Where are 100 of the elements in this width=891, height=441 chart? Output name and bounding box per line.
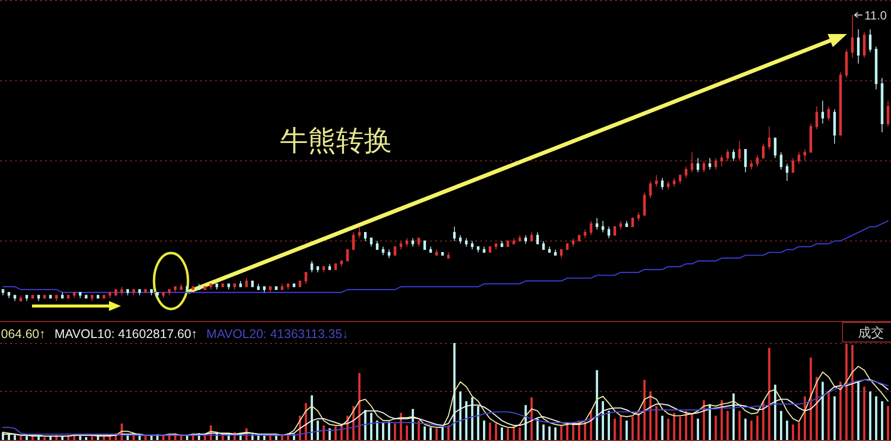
candlestick — [696, 158, 700, 173]
bar — [780, 410, 782, 440]
candlestick — [120, 286, 124, 296]
candlestick — [798, 152, 800, 164]
candlestick — [542, 240, 545, 250]
candlestick — [738, 140, 741, 162]
candlestick — [180, 283, 182, 290]
candlestick — [346, 249, 349, 262]
candlestick — [750, 160, 753, 170]
candlestick — [815, 106, 818, 130]
candlestick — [470, 240, 474, 250]
text: 成交 — [858, 325, 884, 340]
candlestick — [459, 234, 462, 244]
candlestick — [554, 249, 557, 256]
candlestick — [655, 174, 658, 187]
candlestick — [702, 160, 706, 173]
bar — [857, 382, 860, 440]
bar — [792, 424, 794, 440]
candlestick — [114, 289, 118, 296]
candlestick — [874, 46, 878, 90]
candlestick — [631, 218, 634, 228]
bar — [632, 416, 634, 440]
candlestick — [204, 286, 206, 290]
candlestick — [732, 149, 735, 162]
candlestick — [857, 28, 860, 64]
candlestick — [233, 283, 236, 290]
bar — [880, 401, 884, 440]
candlestick — [804, 149, 806, 162]
candlestick — [584, 229, 586, 238]
bar — [477, 406, 480, 440]
candlestick — [102, 294, 106, 299]
bar — [548, 426, 551, 440]
candlestick — [619, 220, 622, 230]
candlestick — [780, 152, 782, 170]
candlestick — [352, 232, 355, 250]
candlestick — [186, 286, 188, 293]
candlestick — [322, 266, 326, 273]
candlestick — [862, 32, 866, 58]
candlestick — [435, 249, 438, 256]
legend: 064.60↑ MAVOL10: 41602817.60↑ MAVOL20: 41363113.35↓ — [1, 327, 348, 341]
bar — [20, 436, 22, 440]
candlestick — [625, 220, 628, 228]
bar — [673, 412, 676, 440]
candlestick — [417, 238, 420, 248]
candlestick — [720, 154, 724, 167]
candlestick — [684, 166, 688, 178]
bar — [26, 436, 28, 440]
candlestick — [400, 240, 402, 250]
bar — [542, 424, 545, 440]
bar — [869, 392, 872, 440]
candlestick — [412, 238, 414, 248]
candlestick — [708, 158, 712, 170]
candlestick — [590, 220, 592, 236]
bar — [620, 416, 622, 440]
bar — [560, 425, 562, 440]
bar — [376, 420, 378, 440]
candlestick — [150, 289, 153, 296]
bar — [810, 358, 812, 440]
candlestick — [43, 294, 46, 299]
candlestick — [827, 106, 830, 122]
bar — [412, 408, 414, 440]
bar — [406, 425, 408, 440]
candlestick — [292, 283, 296, 288]
candlestick — [548, 246, 551, 253]
bar — [696, 418, 700, 440]
candlestick — [96, 294, 100, 299]
candlestick — [55, 294, 58, 302]
bar — [394, 424, 396, 440]
bar — [43, 437, 46, 440]
candlestick — [726, 149, 729, 162]
candlestick — [756, 154, 759, 167]
candlestick — [31, 294, 34, 299]
bar — [744, 418, 747, 440]
candlestick — [328, 263, 331, 270]
candlestick — [494, 243, 498, 250]
candlestick — [280, 283, 284, 290]
candlestick — [666, 180, 670, 190]
candlestick — [792, 158, 794, 173]
candlestick — [144, 289, 147, 293]
candlestick — [447, 252, 450, 258]
candlestick — [786, 163, 788, 182]
candlestick — [429, 246, 432, 253]
candlestick — [512, 238, 516, 244]
bar — [430, 427, 432, 440]
candlestick — [108, 292, 112, 299]
candlestick — [19, 294, 22, 302]
bar — [667, 418, 670, 440]
candlestick — [138, 289, 141, 296]
bar — [708, 404, 711, 440]
candlestick — [453, 226, 456, 242]
candlestick — [370, 238, 373, 248]
candlestick — [394, 246, 396, 256]
bar — [798, 422, 800, 440]
candlestick — [678, 174, 682, 184]
candlestick — [880, 78, 884, 133]
bar — [679, 416, 682, 440]
candlestick — [572, 238, 575, 248]
candlestick — [530, 232, 533, 242]
bar — [720, 400, 723, 440]
bar — [726, 410, 729, 440]
